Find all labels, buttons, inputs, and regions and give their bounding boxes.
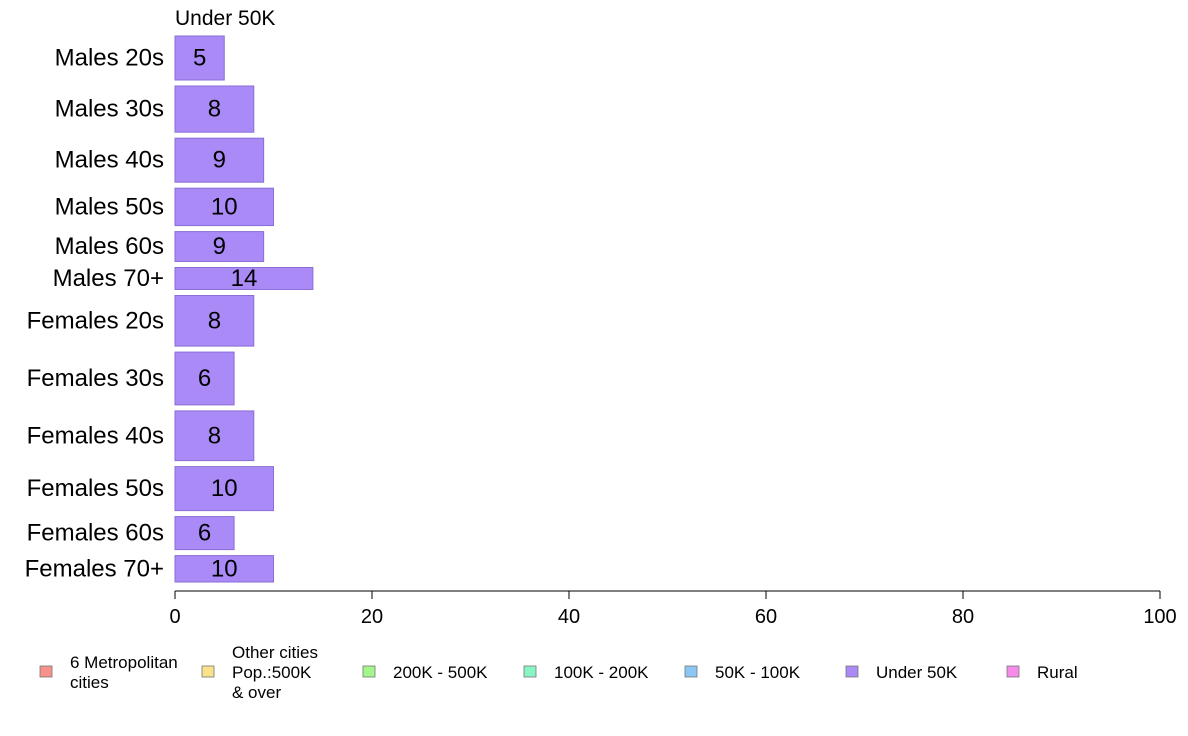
legend-label: Under 50K [876, 663, 958, 682]
legend-label: 50K - 100K [715, 663, 801, 682]
category-label: Males 60s [55, 233, 164, 260]
legend-label: Rural [1037, 663, 1078, 682]
bar [174, 466, 274, 512]
category-labels: Males 20s Males 30s Males 40s Males 50s Male… [25, 44, 164, 582]
legend-label: Other cities Pop.:500K & over [232, 643, 318, 702]
legend: 6 Metropolitan cities Other cities Pop.:500… [39, 643, 1078, 702]
x-tick-label: 80 [952, 606, 974, 628]
legend-swatch [39, 665, 53, 678]
bar [174, 351, 235, 406]
value-label: 5 [193, 44, 206, 71]
bar [174, 35, 225, 81]
category-label: Females 60s [27, 520, 164, 547]
bar [174, 85, 255, 133]
bar [174, 187, 274, 227]
value-label: 6 [198, 365, 211, 392]
value-label: 9 [213, 147, 226, 174]
x-tick-label: 0 [169, 606, 180, 628]
x-tick-label: 20 [361, 606, 383, 628]
category-label: Males 20s [55, 44, 164, 71]
value-label: 6 [198, 520, 211, 547]
value-label: 8 [208, 307, 221, 334]
bar [174, 295, 255, 347]
bar [174, 410, 255, 462]
bar [174, 137, 265, 183]
legend-label: 6 Metropolitan cities [70, 653, 178, 692]
x-axis: 0 20 40 60 80 100 [169, 590, 1177, 628]
legend-swatch [684, 665, 698, 678]
category-label: Females 50s [27, 475, 164, 502]
category-label: Males 70+ [53, 265, 164, 292]
legend-swatch [523, 665, 537, 678]
category-label: Males 30s [55, 96, 164, 123]
bar [174, 231, 265, 263]
category-label: Females 70+ [25, 555, 164, 582]
bar [174, 267, 314, 291]
x-tick-label: 40 [558, 606, 580, 628]
legend-swatch [1006, 665, 1020, 678]
category-label: Females 30s [27, 365, 164, 392]
value-label: 8 [208, 422, 221, 449]
category-label: Females 40s [27, 422, 164, 449]
value-label: 10 [211, 475, 238, 502]
x-tick-label: 100 [1143, 606, 1176, 628]
value-label: 10 [211, 193, 238, 220]
value-label: 9 [213, 233, 226, 260]
legend-label: 200K - 500K [393, 663, 488, 682]
legend-swatch [845, 665, 859, 678]
bar [174, 516, 235, 551]
category-label: Males 40s [55, 147, 164, 174]
category-label: Males 50s [55, 193, 164, 220]
bar [174, 555, 274, 583]
legend-swatch [362, 665, 376, 678]
bars-layer [174, 35, 314, 583]
value-label: 10 [211, 555, 238, 582]
value-label: 14 [231, 265, 258, 292]
value-label: 8 [208, 96, 221, 123]
x-tick-label: 60 [755, 606, 777, 628]
legend-label: 100K - 200K [554, 663, 649, 682]
category-label: Females 20s [27, 307, 164, 334]
legend-swatch [201, 665, 215, 678]
chart-title: Under 50K [175, 7, 275, 30]
